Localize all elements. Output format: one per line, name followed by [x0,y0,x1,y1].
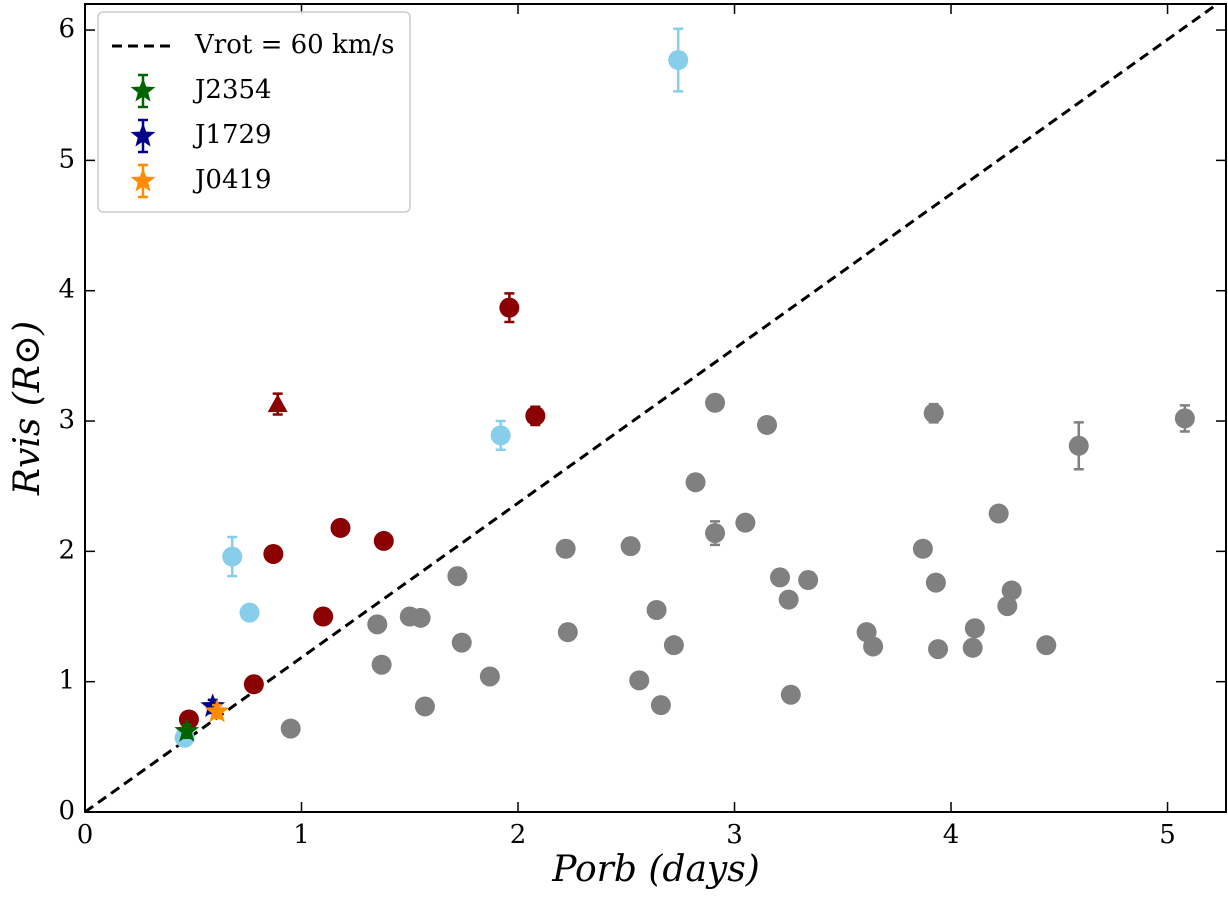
circle-marker [373,530,394,551]
circle-marker [243,674,264,695]
y-tick-label: 3 [58,405,75,435]
circle-marker [629,670,650,691]
circle-marker [222,546,243,567]
circle-marker [330,517,351,538]
circle-marker [499,297,520,318]
circle-marker [555,538,576,559]
circle-marker [923,403,944,424]
circle-marker [280,718,301,739]
triangle-marker [267,394,288,413]
y-axis-label: Rvis (R⊙) [7,321,48,496]
circle-marker [620,536,641,557]
circle-marker [447,566,468,587]
star-marker [130,78,156,102]
circle-marker [479,666,500,687]
circle-marker [367,614,388,635]
circle-marker [997,596,1018,617]
x-tick-label: 4 [943,820,960,850]
star-marker [130,168,156,192]
y-tick-label: 6 [58,14,75,44]
circle-marker [962,637,983,658]
circle-marker [1001,580,1022,601]
circle-marker [414,696,435,717]
circle-marker [735,512,756,533]
x-tick-label: 3 [726,820,743,850]
circle-marker [705,523,726,544]
circle-marker [668,50,689,71]
circle-marker [925,572,946,593]
circle-marker [663,635,684,656]
circle-marker [1174,408,1195,429]
circle-marker [778,589,799,610]
circle-marker [557,622,578,643]
star-marker [130,123,156,147]
circle-marker [757,414,778,435]
circle-marker [239,602,260,623]
x-tick-label: 2 [510,820,527,850]
legend-label: J2354 [192,75,272,105]
y-tick-label: 4 [58,275,75,305]
x-tick-label: 0 [77,820,94,850]
reference-line [85,4,1219,812]
circle-marker [313,606,334,627]
circle-marker [525,405,546,426]
circle-marker [371,654,392,675]
plot-area [85,4,1219,812]
circle-marker [1036,635,1057,656]
circle-marker [705,392,726,413]
circle-marker [685,472,706,493]
y-tick-label: 0 [58,796,75,826]
circle-marker [1068,435,1089,456]
circle-marker [928,639,949,660]
star-marker [174,718,200,742]
legend-label: J1729 [192,120,272,150]
y-tick-label: 1 [58,666,75,696]
circle-marker [780,684,801,705]
y-tick-label: 2 [58,535,75,565]
circle-marker [451,632,472,653]
legend-label: J0419 [192,165,272,195]
circle-marker [769,567,790,588]
legend: Vrot = 60 km/s J2354 J1729 J0419 [97,11,411,213]
legend-box [97,11,411,213]
circle-marker [646,600,667,620]
x-tick-label: 5 [1159,820,1176,850]
y-tick-label: 5 [58,144,75,174]
circle-marker [650,695,671,716]
circle-marker [490,425,511,446]
plot-frame [84,3,1227,813]
legend-label: Vrot = 60 km/s [194,30,394,60]
circle-marker [964,618,985,639]
circle-marker [410,607,431,628]
x-axis-label: Porb (days) [551,849,760,890]
circle-marker [263,543,284,564]
x-tick-label: 1 [293,820,310,850]
circle-marker [988,503,1009,524]
circle-marker [912,538,933,559]
circle-marker [798,570,819,591]
circle-marker [863,636,884,657]
star-marker [204,698,230,723]
